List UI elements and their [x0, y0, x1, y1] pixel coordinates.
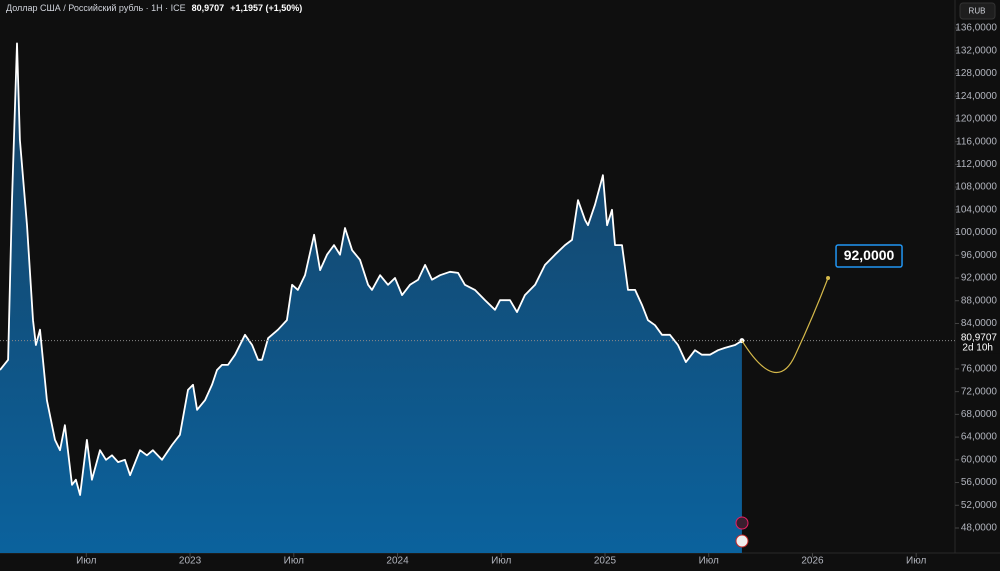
- y-tick-label: 84,0000: [961, 318, 998, 329]
- price: 80,9707: [192, 3, 225, 13]
- forecast-box: [835, 244, 903, 268]
- price-label: 80,9707: [961, 332, 998, 343]
- y-tick-label: 52,0000: [961, 500, 998, 511]
- forecast-point: [826, 276, 831, 281]
- forecast-curve: [741, 277, 829, 374]
- x-tick-label: 2025: [594, 556, 617, 567]
- y-tick-label: 72,0000: [961, 386, 998, 397]
- y-tick-label: 104,0000: [955, 204, 997, 215]
- y-tick-label: 56,0000: [961, 477, 998, 488]
- y-tick-label: 48,0000: [961, 523, 998, 534]
- y-tick-label: 136,0000: [955, 23, 997, 34]
- forecast-label: 92,0000: [844, 247, 895, 263]
- x-tick-label: Июл: [76, 556, 96, 567]
- symbol-title: Доллар США / Российский рубль · 1Н · ICE…: [6, 3, 302, 13]
- y-tick-label: 60,0000: [961, 454, 998, 465]
- y-tick-label: 112,0000: [956, 159, 997, 170]
- x-tick-label: 2024: [386, 556, 409, 567]
- y-tick-label: 108,0000: [955, 182, 997, 193]
- y-tick-label: 132,0000: [955, 45, 997, 56]
- change: +1,1957 (+1,50%): [230, 3, 302, 13]
- y-tick-label: 68,0000: [961, 409, 998, 420]
- currency[interactable]: RUB: [969, 7, 986, 16]
- event-icon[interactable]: [735, 534, 749, 548]
- x-tick-label: 2023: [179, 556, 202, 567]
- line: [0, 42, 743, 496]
- price-label-box: [956, 331, 1000, 354]
- y-tick-label: 124,0000: [955, 91, 997, 102]
- y-tick-label: 116,0000: [956, 136, 997, 147]
- y-tick-label: 92,0000: [961, 273, 998, 284]
- x-tick-label: 2026: [801, 556, 824, 567]
- y-tick-label: 120,0000: [955, 114, 997, 125]
- event-icon[interactable]: [735, 516, 749, 530]
- countdown: 2d 10h: [962, 342, 993, 353]
- y-tick-label: 64,0000: [961, 432, 998, 443]
- x-tick-label: Июл: [906, 556, 926, 567]
- y-tick-label: 100,0000: [955, 227, 997, 238]
- y-tick-label: 88,0000: [961, 295, 998, 306]
- plot: [0, 42, 955, 554]
- area: [0, 43, 742, 554]
- y-tick-label: 128,0000: [955, 68, 997, 79]
- y-tick-label: 76,0000: [961, 364, 998, 375]
- x-tick-label: Июл: [699, 556, 719, 567]
- currency-button[interactable]: [959, 2, 996, 20]
- x-tick-label: Июл: [284, 556, 304, 567]
- title: Доллар США / Российский рубль · 1Н · ICE: [6, 3, 186, 13]
- x-tick-label: Июл: [491, 556, 511, 567]
- y-tick-label: 96,0000: [961, 250, 998, 261]
